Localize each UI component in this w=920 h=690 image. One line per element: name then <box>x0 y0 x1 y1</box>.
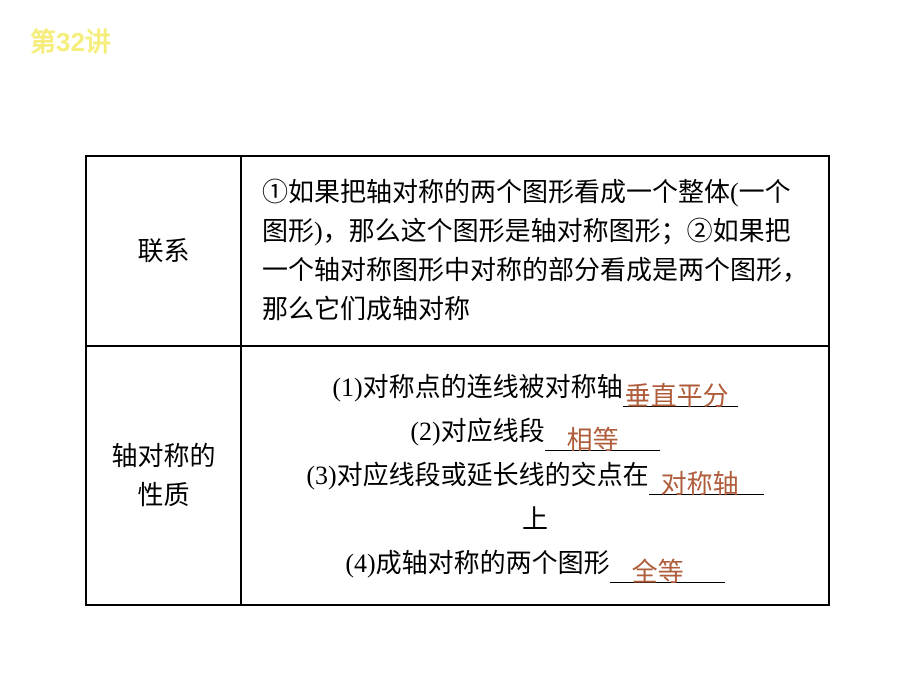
property-item-3-suffix: 上 <box>262 500 808 539</box>
answer-text: 对称轴 <box>661 465 739 504</box>
blank-underline: 相等 <box>545 425 660 451</box>
property-item-2: (2)对应线段相等 <box>262 412 808 451</box>
content-table: 联系 ①如果把轴对称的两个图形看成一个整体(一个图形)，那么这个图形是轴对称图形… <box>85 155 830 606</box>
prefix-text: (3)对应线段或延长线的交点在 <box>306 461 648 490</box>
prefix-text: (4)成轴对称的两个图形 <box>345 549 609 578</box>
blank-underline: 对称轴 <box>649 469 764 495</box>
prefix-text: (1)对称点的连线被对称轴 <box>332 373 622 402</box>
property-item-1: (1)对称点的连线被对称轴垂直平分 <box>262 368 808 407</box>
lecture-header: 第32讲 <box>30 22 111 59</box>
suffix-text: 上 <box>522 505 548 534</box>
property-item-3: (3)对应线段或延长线的交点在对称轴 <box>262 456 808 495</box>
row-label-properties: 轴对称的性质 <box>86 346 241 605</box>
answer-text: 相等 <box>567 421 619 460</box>
answer-text: 全等 <box>632 553 684 592</box>
answer-text: 垂直平分 <box>625 377 729 416</box>
blank-underline: 垂直平分 <box>623 381 738 407</box>
row-content-properties: (1)对称点的连线被对称轴垂直平分 (2)对应线段相等 (3)对应线段或延长线的… <box>241 346 829 605</box>
row-content-relation: ①如果把轴对称的两个图形看成一个整体(一个图形)，那么这个图形是轴对称图形；②如… <box>241 156 829 346</box>
row-label-relation: 联系 <box>86 156 241 346</box>
property-item-4: (4)成轴对称的两个图形全等 <box>262 544 808 583</box>
prefix-text: (2)对应线段 <box>410 417 544 446</box>
table-row: 轴对称的性质 (1)对称点的连线被对称轴垂直平分 (2)对应线段相等 (3)对应… <box>86 346 829 605</box>
table-row: 联系 ①如果把轴对称的两个图形看成一个整体(一个图形)，那么这个图形是轴对称图形… <box>86 156 829 346</box>
blank-underline: 全等 <box>610 557 725 583</box>
